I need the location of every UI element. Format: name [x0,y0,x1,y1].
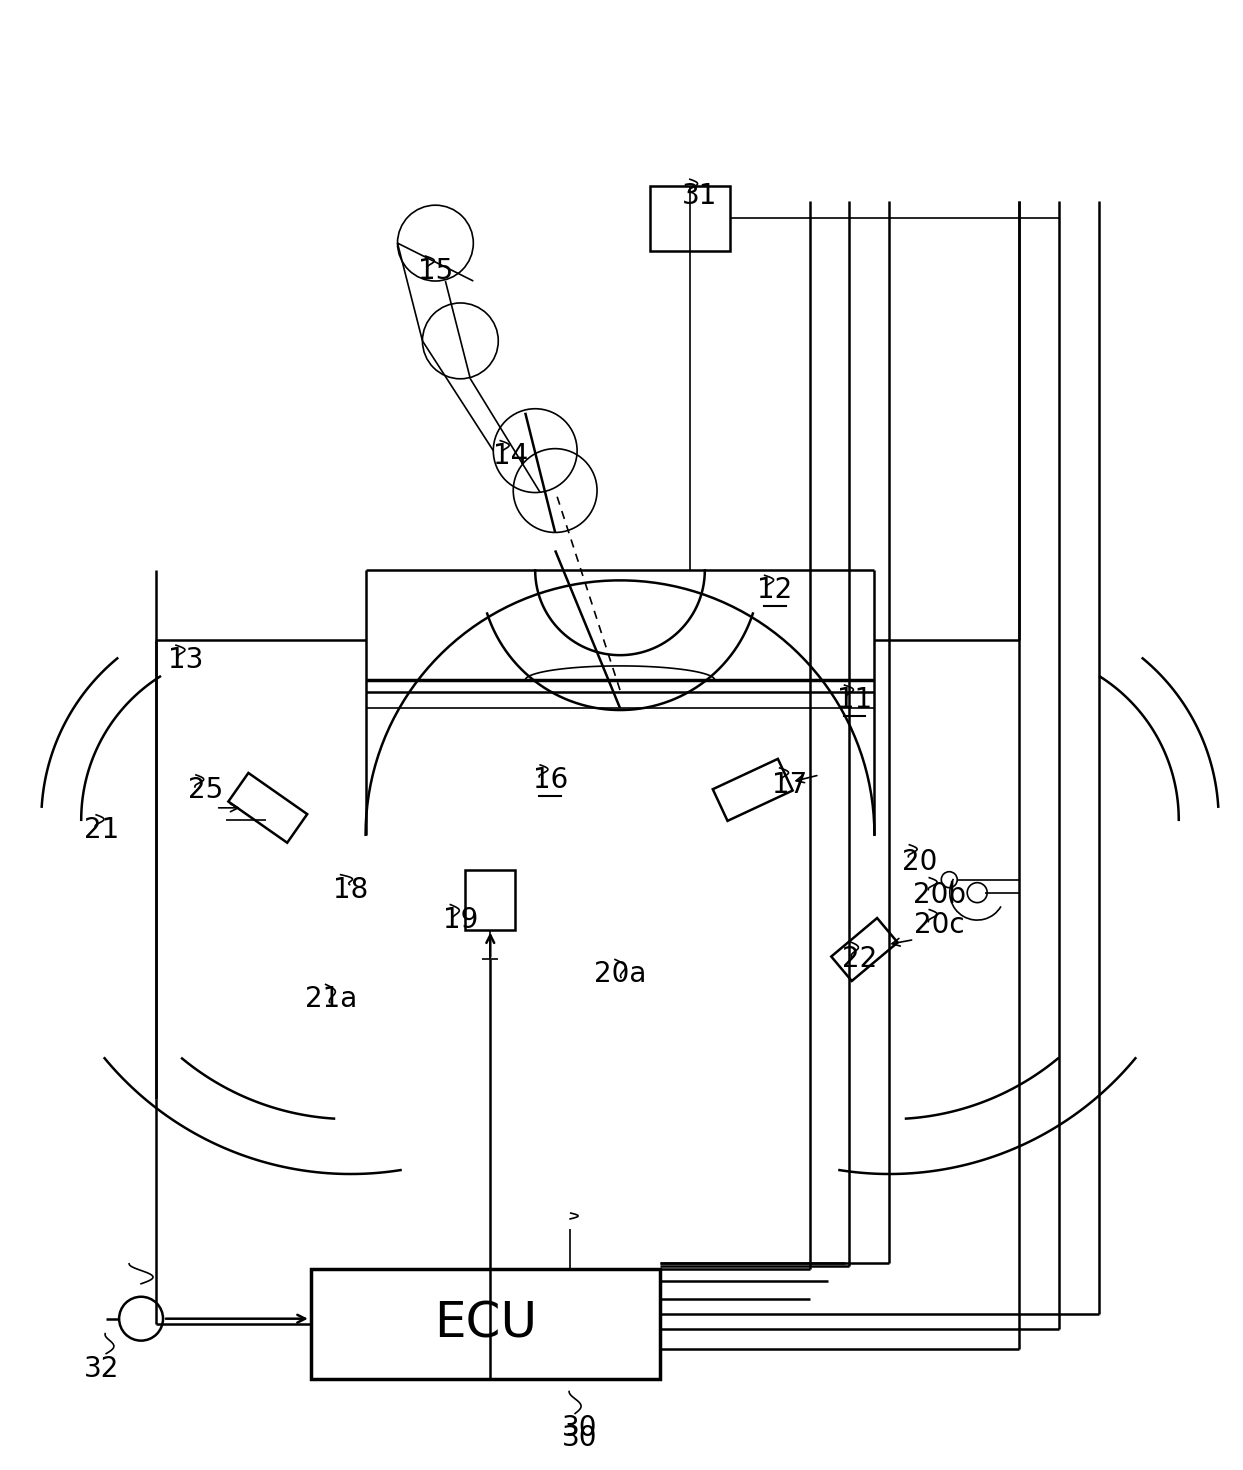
Text: 22: 22 [842,945,878,973]
Text: 21: 21 [83,816,119,844]
Text: 19: 19 [443,906,479,933]
Text: 21a: 21a [305,985,357,1013]
Text: 20a: 20a [594,960,646,988]
Text: 12: 12 [757,576,792,604]
Bar [650,187,730,251]
Text: 16: 16 [532,766,568,794]
Text: 25: 25 [188,776,224,804]
Polygon shape [229,773,307,842]
Text: 20: 20 [901,848,937,876]
Text: 11: 11 [837,686,873,714]
Text: 20b: 20b [912,881,966,908]
Text: 30: 30 [562,1424,598,1452]
Text: ECU: ECU [434,1299,537,1348]
Bar [311,1269,660,1379]
Text: 17: 17 [772,770,807,798]
Text: 13: 13 [168,647,204,675]
Bar [465,870,516,929]
Polygon shape [832,919,897,980]
Polygon shape [712,759,793,820]
Text: 15: 15 [418,257,452,285]
Text: 14: 14 [492,441,528,469]
Text: 30: 30 [562,1414,598,1442]
Text: 32: 32 [83,1354,119,1383]
Text: 18: 18 [333,876,368,904]
Text: 31: 31 [682,182,717,210]
Text: 20c: 20c [914,910,965,938]
